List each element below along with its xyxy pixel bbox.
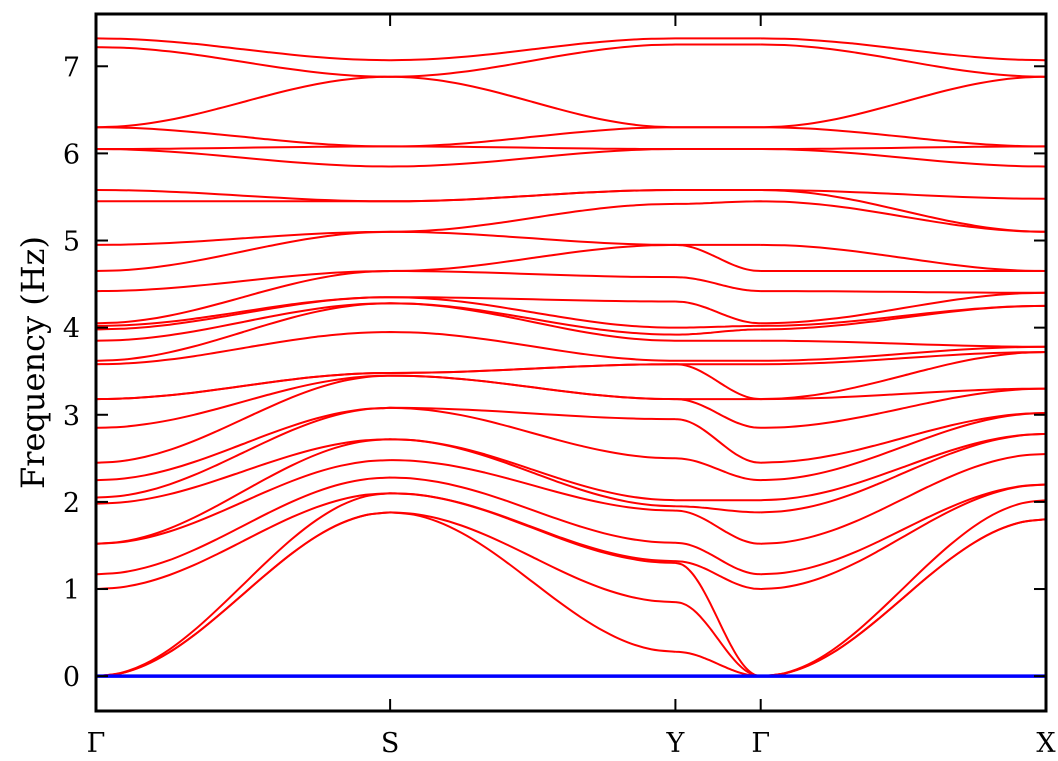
band-line xyxy=(95,492,1047,678)
band-line xyxy=(95,406,1047,499)
band-lines xyxy=(95,37,1047,678)
band-line xyxy=(95,511,1047,678)
x-tick-label: S xyxy=(381,728,400,759)
x-tick-label: Γ xyxy=(87,728,106,759)
band-line xyxy=(95,145,1047,150)
band-line xyxy=(95,374,1047,429)
y-tick-label: 2 xyxy=(63,488,80,519)
band-line xyxy=(95,483,1047,590)
band-line xyxy=(95,230,1047,272)
band-line xyxy=(95,331,1047,366)
band-line xyxy=(95,432,1047,505)
band-line xyxy=(95,374,1047,464)
band-line xyxy=(95,351,1047,401)
x-tick-label: Y xyxy=(665,728,685,759)
band-line xyxy=(95,296,1047,331)
band-line xyxy=(95,200,1047,246)
band-line xyxy=(95,302,1047,362)
y-tick-label: 1 xyxy=(63,575,80,606)
high-symmetry-lines xyxy=(389,14,762,711)
band-line xyxy=(95,291,1047,327)
y-tick-label: 5 xyxy=(63,227,80,258)
band-line xyxy=(95,270,1046,325)
y-tick-label: 3 xyxy=(63,401,80,432)
y-axis-ticks: 0 1 2 3 4 5 6 7 xyxy=(63,52,1046,693)
band-line xyxy=(95,453,1047,545)
band-line xyxy=(95,189,1047,203)
band-line xyxy=(95,43,1047,78)
y-tick-label: 4 xyxy=(63,314,80,345)
band-line xyxy=(95,126,1047,148)
band-line xyxy=(95,37,1047,62)
plot-frame xyxy=(94,12,1048,713)
band-line xyxy=(95,406,1047,482)
band-line xyxy=(95,243,1046,293)
band-line xyxy=(95,476,1047,576)
y-tick-label: 6 xyxy=(63,139,80,170)
band-line xyxy=(95,302,1047,342)
x-tick-label: Γ xyxy=(751,728,770,759)
x-tick-label: X xyxy=(1036,728,1056,759)
band-line xyxy=(95,75,1047,129)
y-tick-label: 7 xyxy=(63,52,80,83)
y-axis-title: Frequency (Hz) xyxy=(14,236,52,489)
band-line xyxy=(95,147,1047,168)
band-line xyxy=(95,432,1047,545)
y-tick-label: 0 xyxy=(63,662,80,693)
